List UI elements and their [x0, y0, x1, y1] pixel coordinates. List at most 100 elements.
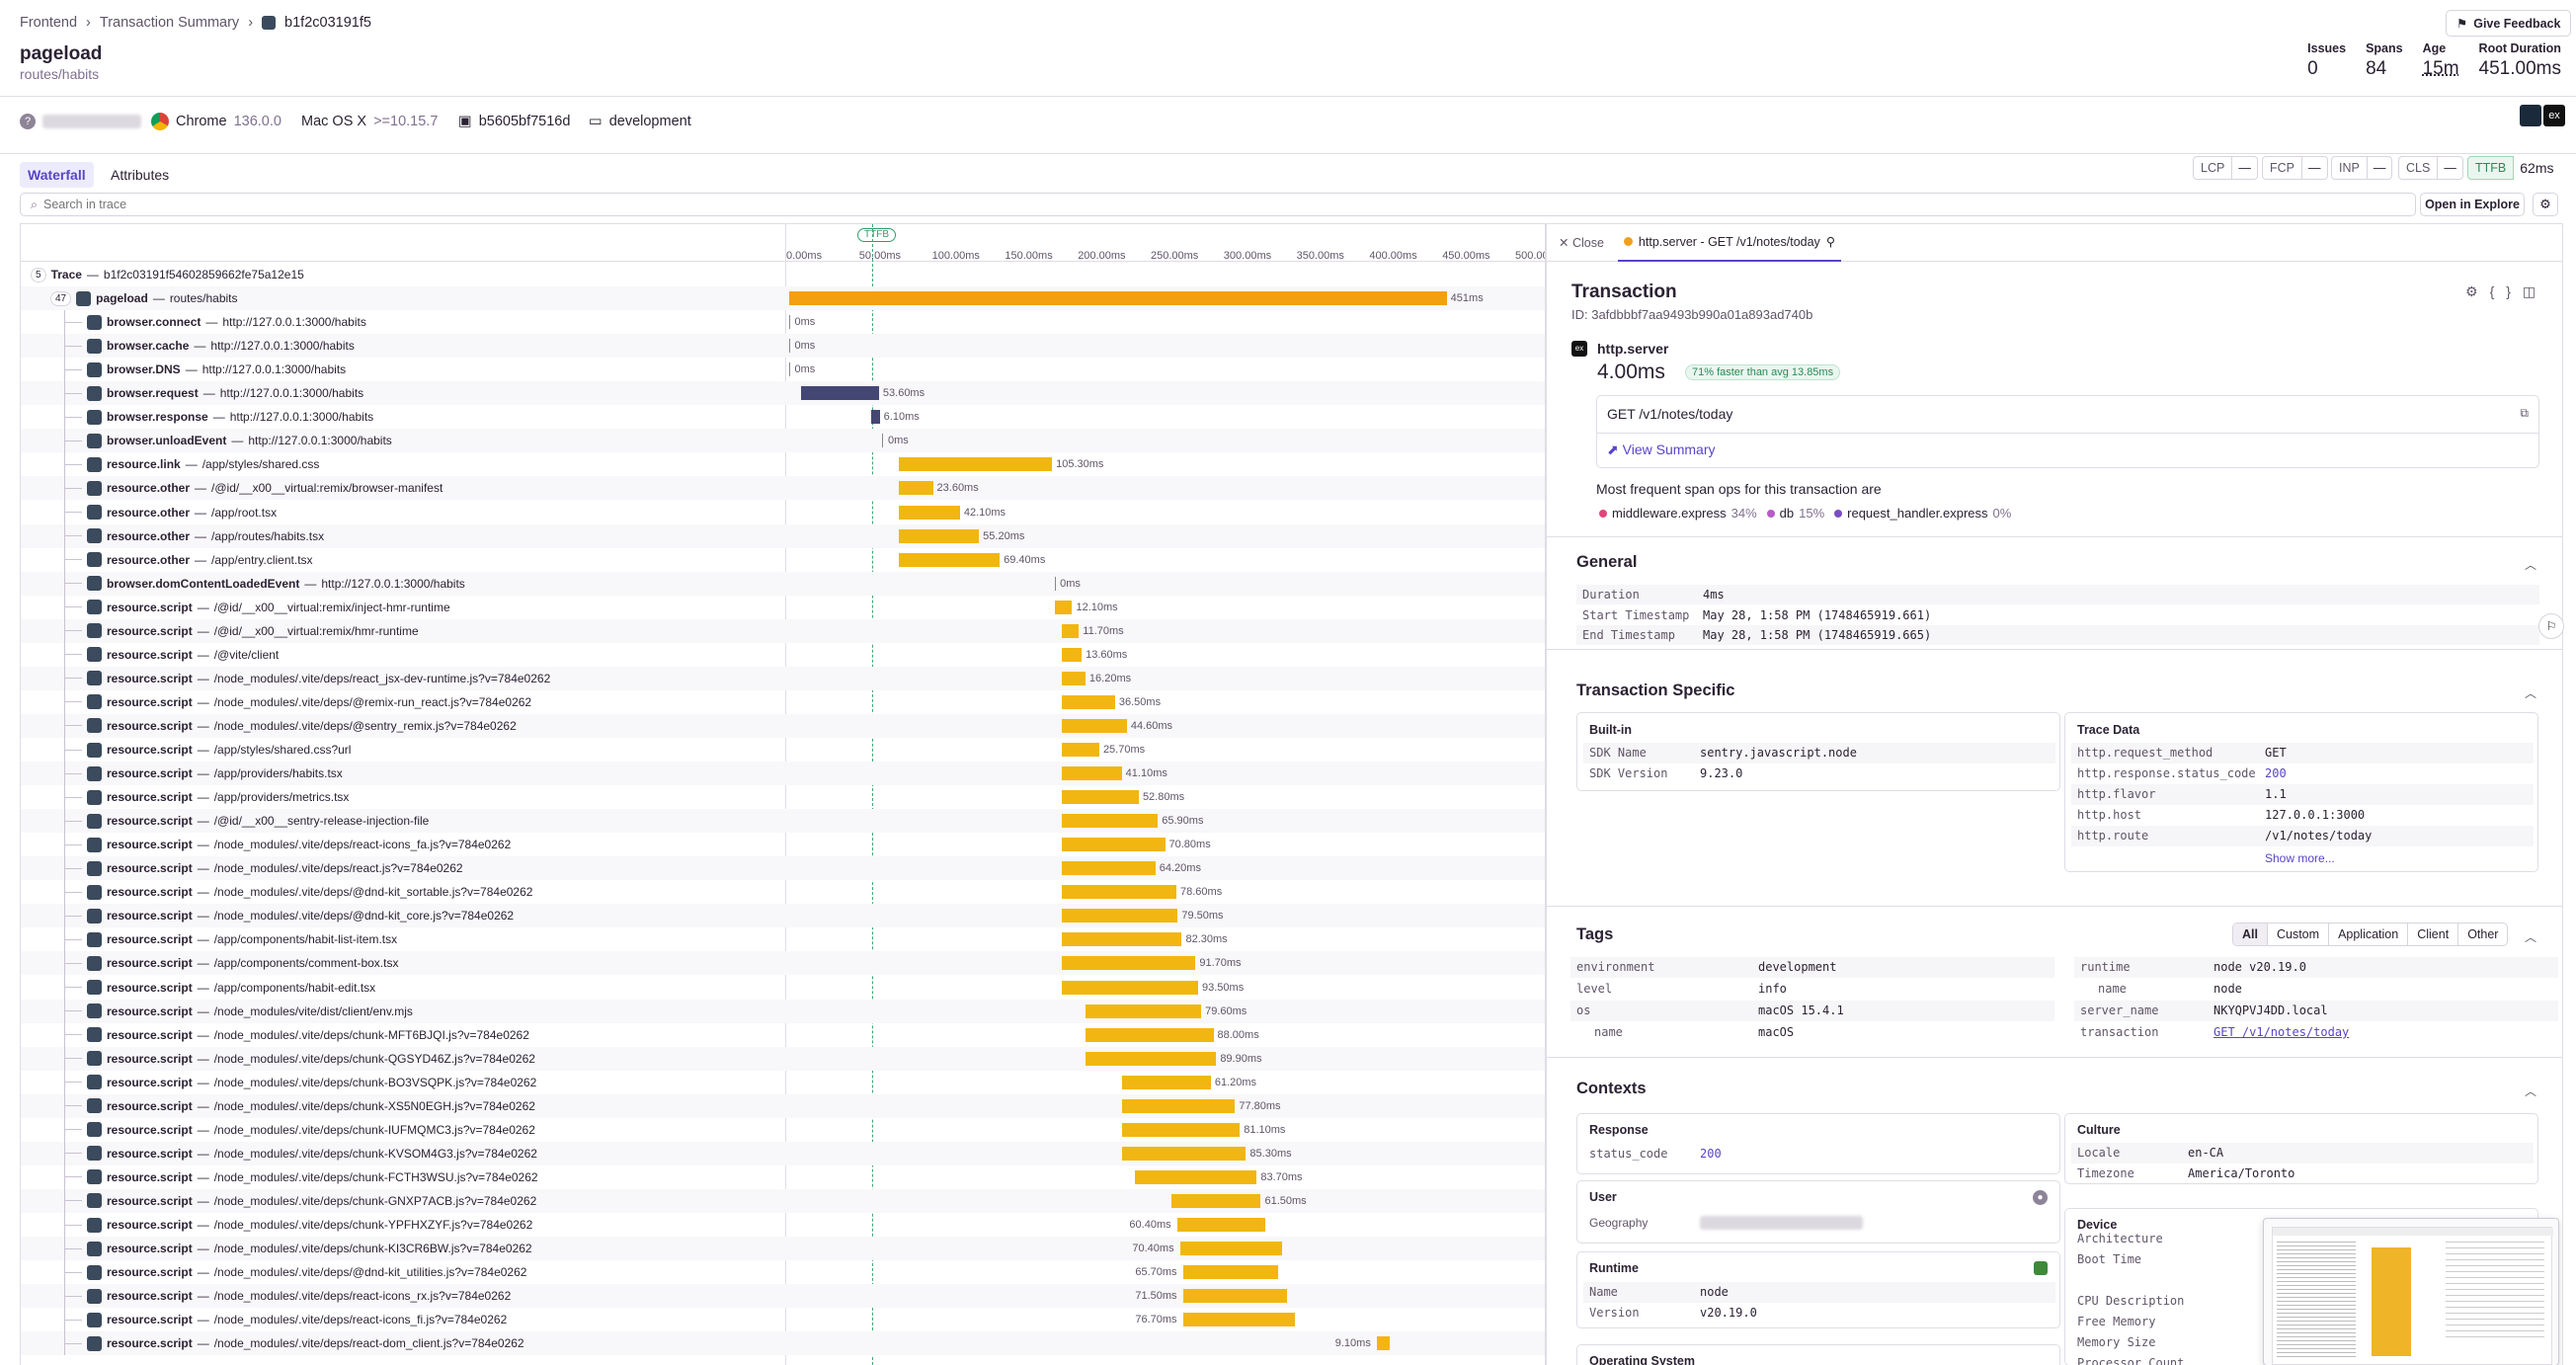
span-bar[interactable] [898, 528, 980, 543]
frequent-op[interactable]: middleware.express 34% [1599, 506, 1757, 521]
span-bar[interactable] [1179, 1242, 1283, 1256]
span-row[interactable]: resource.script — /node_modules/.vite/deps… [21, 1260, 1545, 1284]
vital-lcp[interactable]: LCP — [2193, 156, 2258, 180]
span-bar[interactable] [1182, 1289, 1288, 1304]
screenshot-thumbnail[interactable] [2263, 1218, 2559, 1365]
span-bar[interactable] [1085, 1027, 1214, 1042]
span-row[interactable]: browser.domContentLoadedEvent — http://127… [21, 571, 1545, 596]
span-row[interactable]: resource.script — /node_modules/vite/dist/… [21, 999, 1545, 1023]
span-row[interactable]: resource.script — /@id/__x00__virtual:remi… [21, 618, 1545, 643]
span-row[interactable]: resource.script — /app/styles/shared.css?u… [21, 738, 1545, 762]
os-meta[interactable]: Mac OS X >=10.15.7 [294, 109, 438, 134]
span-bar[interactable] [1062, 790, 1139, 805]
span-row[interactable]: browser.cache — http://127.0.0.1:3000/habi… [21, 334, 1545, 359]
frequent-op[interactable]: db 15% [1766, 506, 1824, 521]
span-bar[interactable] [1062, 909, 1178, 923]
span-row[interactable]: resource.script — /@id/__x00__virtual:remi… [21, 596, 1545, 619]
stat-value[interactable]: 0 [2307, 58, 2318, 79]
span-bar[interactable] [1121, 1098, 1236, 1113]
span-row[interactable]: resource.script — /app/components/habit-li… [21, 927, 1545, 951]
span-row[interactable]: resource.script — /node_modules/.vite/deps… [21, 1118, 1545, 1142]
span-row[interactable]: resource.script — /node_modules/.vite/deps… [21, 1071, 1545, 1094]
tag-filter-custom[interactable]: Custom [2266, 923, 2328, 945]
frequent-op[interactable]: request_handler.express 0% [1834, 506, 2011, 521]
span-bar[interactable] [1376, 1336, 1391, 1351]
span-row[interactable]: resource.script — /@vite/client 13.60ms [21, 643, 1545, 667]
span-row[interactable]: resource.other — /app/routes/habits.tsx 55.… [21, 523, 1545, 548]
column-divider[interactable] [785, 224, 786, 1365]
chevron-up-icon[interactable]: ︿ [2525, 1084, 2537, 1098]
copy-icon[interactable]: ⧉ [2520, 406, 2529, 420]
span-bar[interactable] [789, 315, 790, 330]
span-bar[interactable] [1062, 623, 1080, 638]
span-bar[interactable] [1121, 1122, 1241, 1137]
span-bar[interactable] [1134, 1169, 1257, 1184]
child-count-badge[interactable]: 47 [50, 290, 72, 306]
kv-value[interactable]: 200 [1700, 1147, 1722, 1161]
span-bar[interactable] [1062, 932, 1182, 947]
chevron-up-icon[interactable]: ︿ [2525, 930, 2537, 944]
span-bar[interactable] [1182, 1313, 1295, 1327]
vital-cls[interactable]: CLS — [2398, 156, 2463, 180]
search-input[interactable] [43, 198, 637, 211]
span-row[interactable]: resource.script — /node_modules/.vite/deps… [21, 880, 1545, 904]
span-row[interactable]: resource.script — /node_modules/.vite/deps… [21, 1023, 1545, 1047]
span-row[interactable]: resource.script — /node_modules/.vite/deps… [21, 904, 1545, 928]
view-summary-link[interactable]: ⬈ View Summary [1607, 442, 1716, 458]
span-bar[interactable] [882, 434, 884, 448]
span-bar[interactable] [1182, 1265, 1279, 1280]
span-row[interactable]: resource.script — /node_modules/.vite/deps… [21, 1213, 1545, 1237]
pin-icon[interactable]: ⚲ [1825, 235, 1835, 249]
span-bar[interactable] [898, 457, 1053, 472]
span-bar[interactable] [1121, 1075, 1211, 1089]
span-bar[interactable] [1062, 743, 1099, 757]
tag-filter-client[interactable]: Client [2407, 923, 2457, 945]
span-bar[interactable] [898, 552, 1001, 567]
span-bar[interactable] [1054, 600, 1073, 614]
span-row[interactable]: resource.script — /node_modules/.vite/deps… [21, 1165, 1545, 1189]
span-bar[interactable] [1085, 1004, 1202, 1018]
span-row[interactable]: resource.script — /node_modules/.vite/deps… [21, 1141, 1545, 1165]
span-bar[interactable] [1062, 861, 1156, 876]
vital-fcp[interactable]: FCP — [2262, 156, 2328, 180]
open-in-explore-button[interactable]: Open in Explore [2420, 193, 2525, 216]
user-meta[interactable]: ? [20, 109, 141, 134]
span-row[interactable]: resource.script — /node_modules/.vite/deps… [21, 1331, 1545, 1356]
chevron-up-icon[interactable]: ︿ [2525, 558, 2537, 572]
gear-icon[interactable]: ⚙ [2533, 193, 2558, 216]
span-row[interactable]: resource.script — /node_modules/.vite/deps… [21, 713, 1545, 738]
environment-meta[interactable]: ▭ development [589, 109, 691, 134]
json-icon[interactable]: {} [2489, 283, 2523, 299]
span-row[interactable]: resource.script — /app/providers/habits.ts… [21, 762, 1545, 786]
span-row[interactable]: 5 Trace — b1f2c03191f54602859662fe75a12e15 [21, 263, 1545, 286]
span-bar[interactable] [1062, 694, 1115, 709]
span-bar[interactable] [1062, 671, 1086, 685]
span-row[interactable]: resource.script — /node_modules/.vite/deps… [21, 1046, 1545, 1071]
chevron-up-icon[interactable]: ︿ [2525, 686, 2537, 700]
span-row[interactable]: resource.script — /node_modules/.vite/deps… [21, 666, 1545, 690]
span-row[interactable]: 47 pageload — routes/habits 451ms [21, 286, 1545, 311]
span-bar[interactable] [1170, 1193, 1261, 1208]
span-row[interactable]: resource.script — /app/providers/metrics.t… [21, 785, 1545, 809]
kv-value[interactable]: 200 [2265, 766, 2287, 780]
show-more-link[interactable]: Show more... [2265, 851, 2335, 865]
span-row[interactable]: browser.connect — http://127.0.0.1:3000/ha… [21, 310, 1545, 334]
span-row[interactable]: resource.script — /@id/__x00__sentry-relea… [21, 809, 1545, 834]
child-count-badge[interactable]: 5 [31, 267, 46, 282]
tab-attributes[interactable]: Attributes [111, 167, 170, 183]
vital-ttfb[interactable]: TTFB 62ms [2467, 156, 2559, 180]
span-row[interactable]: resource.link —/app/styles/shared.css 105.… [21, 452, 1545, 476]
span-bar[interactable] [898, 505, 960, 520]
span-row[interactable]: resource.script — /app/components/comment-… [21, 951, 1545, 976]
stat-value[interactable]: 15m [2422, 58, 2459, 79]
span-bar[interactable] [1062, 814, 1159, 829]
feedback-float-icon[interactable]: ⚐ [2538, 613, 2564, 639]
panel-actions[interactable]: ⚙{}◫ [2465, 283, 2547, 300]
span-row[interactable]: browser.response — http://127.0.0.1:3000/h… [21, 405, 1545, 429]
span-row[interactable]: browser.unloadEvent — http://127.0.0.1:300… [21, 429, 1545, 453]
give-feedback-button[interactable]: ⚑ Give Feedback [2446, 10, 2572, 37]
breadcrumb-frontend[interactable]: Frontend [20, 15, 78, 31]
trace-search[interactable]: ⌕ [20, 193, 2416, 216]
span-row[interactable]: resource.other — /@id/__x00__virtual:remix… [21, 476, 1545, 501]
span-row[interactable]: resource.script — /node_modules/.vite/deps… [21, 1308, 1545, 1331]
